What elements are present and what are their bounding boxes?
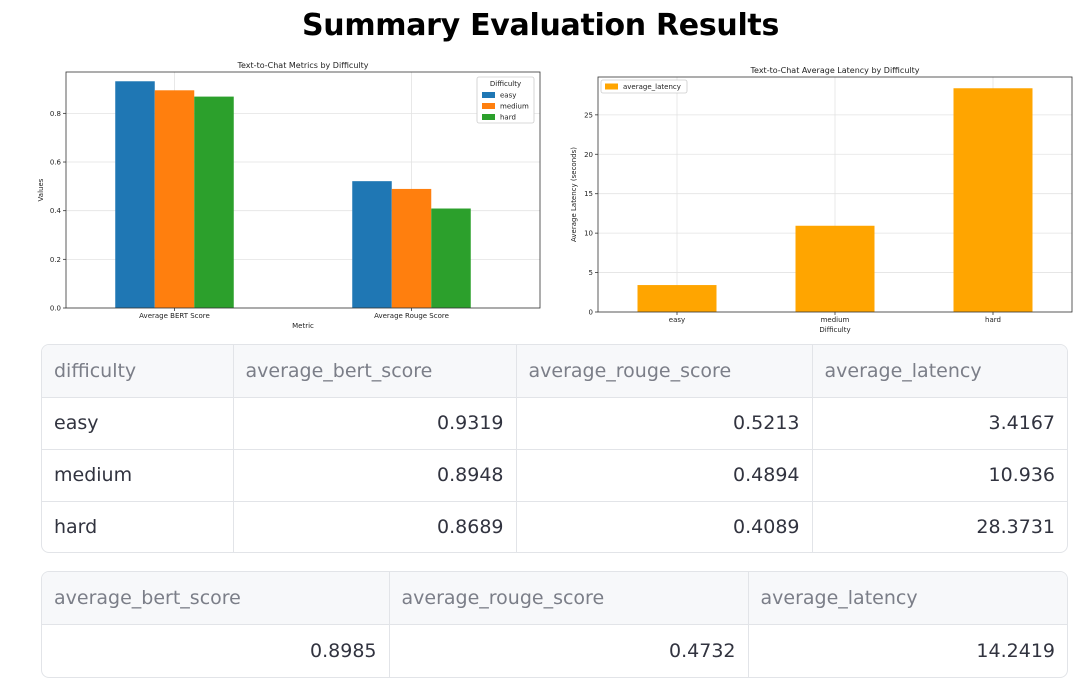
y-tick-label: 0 (589, 309, 593, 317)
table-header-row: average_bert_score average_rouge_score a… (42, 572, 1067, 625)
legend-label-easy: easy (500, 92, 516, 100)
cell-average-rouge-score: 0.5213 (516, 397, 813, 450)
chart-title: Text-to-Chat Average Latency by Difficul… (750, 66, 920, 75)
bar-easy (637, 285, 717, 312)
x-tick-label: easy (669, 316, 685, 324)
x-tick-label: medium (821, 316, 850, 324)
legend-box (600, 79, 688, 94)
legend-title: Difficulty (490, 80, 521, 88)
y-tick-label: 25 (584, 111, 593, 119)
x-tick-label: Average Rouge Score (374, 312, 449, 320)
cell-average-rouge-score: 0.4894 (516, 449, 813, 502)
cell-average-bert-score: 0.8985 (42, 624, 390, 677)
cell-average-bert-score: 0.8948 (233, 449, 517, 502)
difficulty-results-table: difficulty average_bert_score average_ro… (41, 344, 1068, 553)
x-axis-label: Metric (292, 322, 314, 330)
legend-swatch-medium (482, 103, 495, 109)
column-header-average-bert-score[interactable]: average_bert_score (233, 345, 517, 398)
table-row: easy 0.9319 0.5213 3.4167 (42, 397, 1067, 450)
y-axis-label: Values (37, 178, 45, 201)
table-row: hard 0.8689 0.4089 28.3731 (42, 501, 1067, 552)
cell-average-bert-score: 0.9319 (233, 397, 517, 450)
cell-average-rouge-score: 0.4089 (516, 501, 813, 552)
bar-medium (391, 188, 432, 308)
bar-easy (115, 81, 155, 309)
y-axis-label: Average Latency (seconds) (570, 147, 578, 242)
latency-by-difficulty-chart: 0 5 10 15 20 25 easy medium hard Text-to-Chat Ave… (570, 66, 1073, 334)
y-tick-label: 0.8 (50, 110, 61, 118)
table-row: medium 0.8948 0.4894 10.936 (42, 449, 1067, 502)
metrics-by-difficulty-chart: 0.0 0.2 0.4 0.6 0.8 Average BERT Score Average… (37, 61, 541, 330)
x-axis-label: Difficulty (819, 326, 850, 334)
bar-easy (352, 181, 392, 308)
y-tick-label: 5 (589, 269, 593, 277)
x-tick-label: Average BERT Score (139, 312, 210, 320)
plot-frame (65, 71, 541, 309)
page-title: Summary Evaluation Results (301, 8, 780, 43)
y-tick-label: 0.4 (50, 207, 62, 215)
bar-hard (194, 96, 234, 308)
column-header-difficulty[interactable]: difficulty (42, 345, 234, 398)
bar-hard (431, 208, 471, 308)
cell-average-latency: 10.936 (812, 449, 1067, 502)
cell-average-latency: 14.2419 (976, 639, 1055, 662)
cell-average-latency: 3.4167 (812, 397, 1067, 450)
column-header-average-latency[interactable]: average_latency (812, 345, 1067, 398)
chart-title: Text-to-Chat Metrics by Difficulty (237, 61, 369, 70)
overall-results-table: average_bert_score average_rouge_score a… (41, 571, 1068, 678)
bar-medium (154, 90, 195, 308)
column-header-average-rouge-score[interactable]: average_rouge_score (389, 572, 749, 625)
legend-swatch-average_latency (605, 83, 618, 90)
cell-average-latency: 28.3731 (976, 515, 1055, 538)
bar-medium (795, 225, 875, 312)
y-tick-label: 15 (584, 190, 593, 198)
cell-average-rouge-score: 0.4732 (389, 624, 749, 677)
cell-average-bert-score: 0.8689 (233, 501, 517, 552)
y-tick-label: 0.0 (50, 305, 61, 313)
y-tick-label: 0.6 (50, 159, 62, 167)
column-header-average-bert-score[interactable]: average_bert_score (42, 572, 390, 625)
table-header-row: difficulty average_bert_score average_ro… (42, 345, 1067, 398)
legend-label-hard: hard (500, 114, 516, 122)
table-row: 0.8985 0.4732 14.2419 (42, 624, 1067, 677)
cell-difficulty: easy (42, 397, 234, 450)
legend-box (476, 76, 535, 124)
legend-swatch-easy (482, 92, 495, 98)
y-tick-label: 20 (584, 151, 593, 159)
y-tick-label: 0.2 (50, 256, 61, 264)
column-header-average-latency[interactable]: average_latency (748, 572, 1067, 625)
legend-label-medium: medium (500, 103, 529, 111)
column-header-average-rouge-score[interactable]: average_rouge_score (516, 345, 813, 398)
legend-label-average_latency: average_latency (623, 83, 681, 91)
cell-difficulty: hard (42, 501, 234, 552)
bar-hard (953, 88, 1033, 312)
x-tick-label: hard (985, 316, 1001, 324)
legend-swatch-hard (482, 114, 495, 120)
y-tick-label: 10 (584, 230, 593, 238)
cell-difficulty: medium (42, 449, 234, 502)
